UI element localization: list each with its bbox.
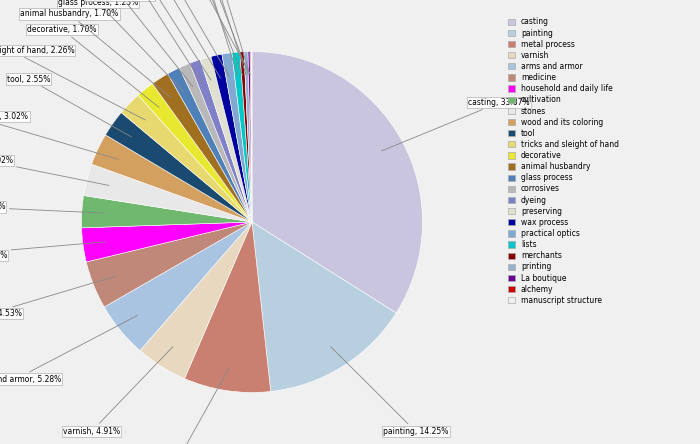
Wedge shape <box>211 54 252 222</box>
Text: preserving, 1.04%: preserving, 1.04% <box>115 0 211 80</box>
Text: wax process, 1.04%: wax process, 1.04% <box>125 0 220 78</box>
Wedge shape <box>232 52 252 222</box>
Wedge shape <box>104 222 252 351</box>
Text: lists, 0.75%: lists, 0.75% <box>184 0 237 75</box>
Text: decorative, 1.70%: decorative, 1.70% <box>27 25 159 107</box>
Wedge shape <box>153 74 252 222</box>
Text: household and daily life, 3.21%: household and daily life, 3.21% <box>0 242 106 260</box>
Wedge shape <box>86 222 252 307</box>
Text: alchemy, 0.09%: alchemy, 0.09% <box>188 0 250 75</box>
Text: tricks and sleight of hand, 2.26%: tricks and sleight of hand, 2.26% <box>0 46 146 120</box>
Text: printing, 0.38%: printing, 0.38% <box>184 0 246 75</box>
Wedge shape <box>250 52 252 222</box>
Wedge shape <box>252 222 396 392</box>
Text: arms and armor, 5.28%: arms and armor, 5.28% <box>0 315 138 384</box>
Wedge shape <box>138 83 252 222</box>
Text: corrosives, 1.04%: corrosives, 1.04% <box>86 0 193 87</box>
Wedge shape <box>140 222 252 379</box>
Text: stones, 3.02%: stones, 3.02% <box>0 156 109 186</box>
Text: medicine, 4.53%: medicine, 4.53% <box>0 277 115 318</box>
Wedge shape <box>248 52 252 222</box>
Text: wood and its coloring, 3.02%: wood and its coloring, 3.02% <box>0 112 118 159</box>
Wedge shape <box>179 63 252 222</box>
Wedge shape <box>82 222 252 262</box>
Wedge shape <box>106 112 252 222</box>
Text: La boutique, 0.19%: La boutique, 0.19% <box>174 0 248 75</box>
Wedge shape <box>168 68 252 222</box>
Text: metal process, 8.21%: metal process, 8.21% <box>133 368 229 444</box>
Wedge shape <box>252 52 423 313</box>
Legend: casting, painting, metal process, varnish, arms and armor, medicine, household a: casting, painting, metal process, varnis… <box>508 17 619 305</box>
Text: tool, 2.55%: tool, 2.55% <box>7 75 132 137</box>
Wedge shape <box>83 164 252 222</box>
Wedge shape <box>81 195 252 228</box>
Text: cultivation, 3.02%: cultivation, 3.02% <box>0 202 104 213</box>
Wedge shape <box>251 52 252 222</box>
Text: practical optics, 0.94%: practical optics, 0.94% <box>128 0 229 76</box>
Wedge shape <box>185 222 271 392</box>
Wedge shape <box>222 53 252 222</box>
Wedge shape <box>92 135 252 222</box>
Wedge shape <box>190 59 252 222</box>
Text: casting, 33.87%: casting, 33.87% <box>382 98 530 151</box>
Text: glass process, 1.23%: glass process, 1.23% <box>58 0 183 91</box>
Wedge shape <box>240 52 252 222</box>
Wedge shape <box>200 56 252 222</box>
Text: merchants, 0.38%: merchants, 0.38% <box>168 0 242 75</box>
Wedge shape <box>121 95 252 222</box>
Text: manuscript structure, 0.09%: manuscript structure, 0.09% <box>141 0 251 75</box>
Text: varnish, 4.91%: varnish, 4.91% <box>63 347 173 436</box>
Text: dyeing, 1.04%: dyeing, 1.04% <box>115 0 202 83</box>
Wedge shape <box>244 52 252 222</box>
Text: animal husbandry, 1.70%: animal husbandry, 1.70% <box>20 9 172 98</box>
Text: painting, 14.25%: painting, 14.25% <box>331 347 449 436</box>
